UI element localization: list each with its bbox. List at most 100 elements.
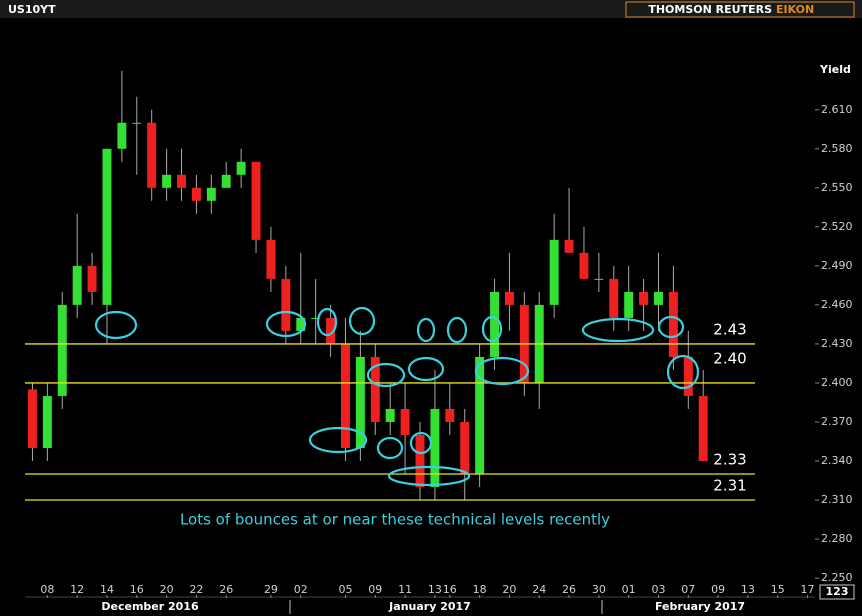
corner-label: 123 [826,585,849,598]
candle-body [698,395,708,462]
candle-body [177,174,186,188]
x-tick-label: 08 [40,583,54,596]
candle-body [57,304,67,396]
candle-body [549,239,559,305]
level-label: 2.33 [713,451,746,469]
bounce-circle [348,306,376,336]
x-tick-label: 07 [681,583,695,596]
candle-body [341,343,350,448]
bounce-circle [387,465,471,487]
x-tick-label: 20 [160,583,174,596]
candle-body [639,291,649,305]
y-tick-label: 2.490 [821,259,853,272]
x-tick-label: 29 [264,583,278,596]
x-tick-label: 22 [189,583,203,596]
candle-body [445,408,455,422]
candle-body [475,356,485,475]
candle-body [191,187,201,201]
y-tick-label: 2.280 [821,532,853,545]
candle-body [162,174,172,188]
candle-body [326,317,336,344]
level-label: 2.31 [713,477,746,495]
y-tick-label: 2.370 [821,415,853,428]
candle-body [415,434,425,488]
candle-body [266,239,276,279]
y-tick-label: 2.250 [821,571,853,584]
candle-body [594,278,604,280]
x-tick-label: 30 [592,583,606,596]
bounce-circles [94,306,700,487]
bounce-circle [481,315,503,343]
x-tick-label: 09 [711,583,725,596]
x-tick-label: 15 [771,583,785,596]
candle-body [132,122,142,124]
x-tick-label: 26 [562,583,576,596]
y-tick-label: 2.430 [821,337,853,350]
y-tick-label: 2.340 [821,454,853,467]
candle-body [251,161,261,240]
candle-body [355,356,365,448]
candle-body [370,356,380,422]
bounce-circle [308,426,368,454]
x-tick-label: 05 [338,583,352,596]
bounce-circle [666,354,700,390]
corner-box [819,584,855,600]
level-label: 2.43 [713,320,746,338]
bounce-circle [416,317,436,343]
candle-body [102,148,112,305]
bounce-circle [657,315,685,339]
bounce-circle [376,436,404,460]
candle-body [624,291,634,318]
candle-body [296,317,306,331]
x-tick-label: 26 [219,583,233,596]
y-tick-label: 2.520 [821,220,853,233]
candle-body [72,265,82,305]
month-label: January 2017 [388,600,471,613]
candle-body [564,239,574,253]
bounce-circle [581,317,655,343]
y-tick-label: 2.400 [821,376,853,389]
candle-body [281,278,291,331]
chart-title: US10YT [8,3,56,16]
bounce-circle [94,310,138,340]
y-tick-label: 2.460 [821,298,853,311]
candle-body [42,395,52,448]
header-bar [0,0,862,18]
x-tick-label: 03 [651,583,665,596]
candle-body [430,408,440,488]
x-tick-label: 17 [801,583,815,596]
candle-body [579,252,589,279]
brand-box [625,1,855,18]
candle-body [206,187,216,201]
brand: THOMSON REUTERS [648,3,772,16]
candle-body [668,291,678,357]
candle-body [654,291,663,305]
y-axis-label: Yield [819,63,851,76]
candle-body [490,291,499,357]
candle-body [87,265,97,292]
month-label: February 2017 [655,600,745,613]
x-tick-label: 16 [130,583,144,596]
bounce-circle [366,362,406,388]
candle-body [683,356,693,396]
candle-body [147,122,157,188]
x-tick-label: 16 [443,583,457,596]
bounce-circle [446,316,468,344]
candle-body [609,278,619,318]
bounce-circle [409,431,433,455]
x-tick-label: 12 [70,583,84,596]
annotation: Lots of bounces at or near these technic… [180,511,610,529]
x-tick-label: 09 [368,583,382,596]
candle-body [311,317,321,319]
candle-body [221,174,231,188]
x-tick-label: 20 [502,583,516,596]
bounce-circle [407,356,445,382]
month-label: December 2016 [101,600,199,613]
x-tick-label: 13 [741,583,755,596]
x-tick-label: 13 [428,583,442,596]
x-tick-label: 14 [100,583,114,596]
candle-body [385,408,395,422]
bounce-circle [474,356,530,386]
candle-body [236,161,246,175]
